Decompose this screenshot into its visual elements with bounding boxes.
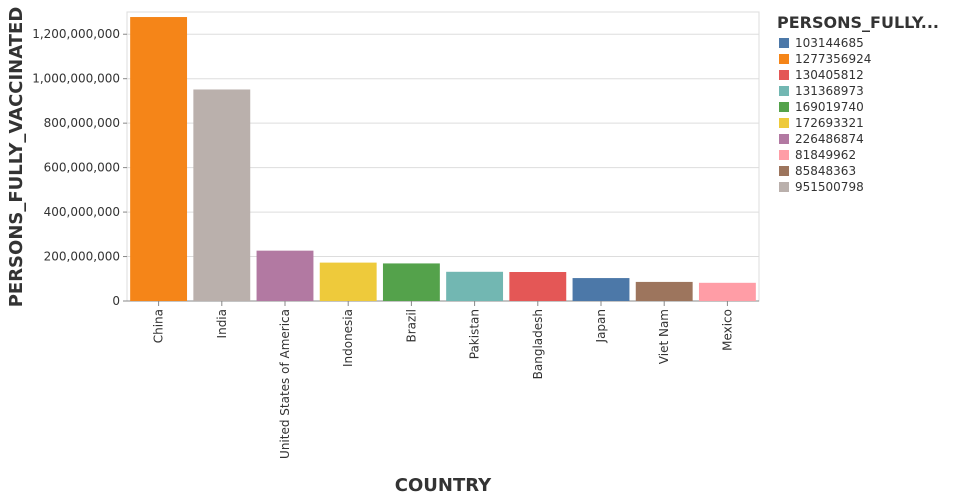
y-tick-label: 0	[112, 294, 120, 308]
y-axis-title: PERSONS_FULLY_VACCINATED	[6, 7, 27, 308]
legend-label: 169019740	[795, 100, 864, 114]
legend-swatch	[779, 86, 789, 96]
bar	[193, 89, 251, 301]
legend-label: 951500798	[795, 180, 864, 194]
y-tick-label: 400,000,000	[44, 205, 120, 219]
bar	[382, 263, 440, 301]
legend-title: PERSONS_FULLY...	[777, 13, 939, 32]
legend-swatch	[779, 118, 789, 128]
x-tick-label: India	[215, 309, 229, 338]
x-tick-label: China	[152, 309, 166, 343]
bar	[698, 282, 756, 301]
x-tick-label: Mexico	[720, 309, 734, 351]
legend-swatch	[779, 150, 789, 160]
x-tick-label: Brazil	[404, 309, 418, 343]
y-tick-label: 800,000,000	[44, 116, 120, 130]
y-tick-label: 1,200,000,000	[32, 27, 120, 41]
y-tick-label: 200,000,000	[44, 250, 120, 264]
legend-label: 131368973	[795, 84, 864, 98]
legend-label: 85848363	[795, 164, 856, 178]
x-tick-label: Indonesia	[341, 309, 355, 367]
x-axis-title: COUNTRY	[395, 475, 492, 496]
x-tick-label: Japan	[594, 309, 608, 343]
legend-swatch	[779, 54, 789, 64]
x-tick-label: United States of America	[278, 309, 292, 459]
bar	[130, 17, 188, 302]
legend-label: 103144685	[795, 36, 864, 50]
x-tick-label: Bangladesh	[531, 309, 545, 379]
legend-swatch	[779, 70, 789, 80]
y-tick-label: 1,000,000,000	[32, 72, 120, 86]
bar	[319, 262, 377, 301]
legend-swatch	[779, 182, 789, 192]
bar	[635, 281, 693, 301]
bar	[446, 271, 504, 301]
legend-label: 130405812	[795, 68, 864, 82]
x-tick-label: Pakistan	[468, 309, 482, 359]
y-tick-label: 600,000,000	[44, 161, 120, 175]
legend-label: 172693321	[795, 116, 864, 130]
legend-label: 226486874	[795, 132, 864, 146]
x-tick-label: Viet Nam	[657, 309, 671, 364]
bar	[572, 278, 630, 301]
bar	[509, 272, 567, 301]
legend-swatch	[779, 166, 789, 176]
legend-swatch	[779, 134, 789, 144]
legend-label: 81849962	[795, 148, 856, 162]
bar	[256, 250, 314, 301]
legend-swatch	[779, 102, 789, 112]
legend-label: 1277356924	[795, 52, 871, 66]
legend-swatch	[779, 38, 789, 48]
